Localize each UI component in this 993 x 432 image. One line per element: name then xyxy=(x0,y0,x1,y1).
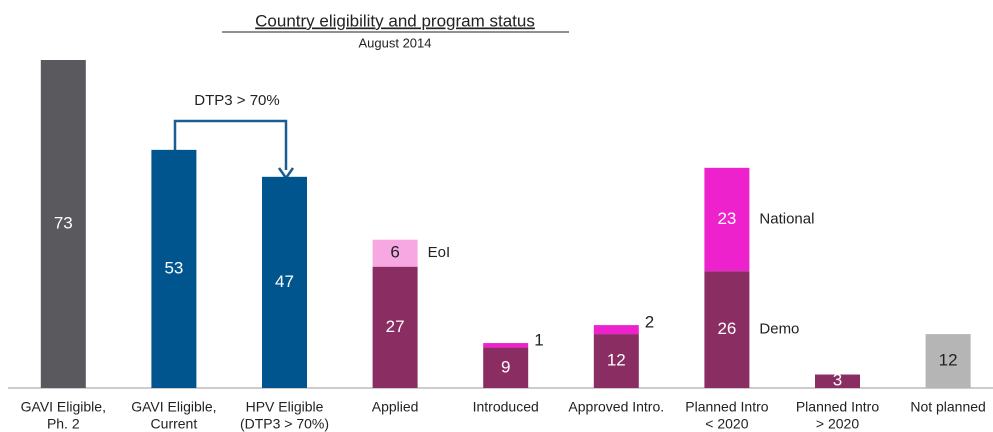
value-label: 27 xyxy=(386,317,405,336)
value-label: 53 xyxy=(164,258,183,277)
bar-segment xyxy=(704,167,750,272)
x-tick-label: Approved Intro. xyxy=(568,399,664,415)
bar-segment xyxy=(483,347,529,388)
bar-segment xyxy=(262,176,307,388)
annotation: DTP3 > 70% xyxy=(194,92,279,109)
x-tick-label: Planned Intro xyxy=(796,399,879,415)
segment-label: Demo xyxy=(759,321,799,338)
x-tick-label: GAVI Eligible, xyxy=(21,399,106,415)
segment-label: EoI xyxy=(428,244,451,261)
value-label: 1 xyxy=(534,331,543,350)
value-label: 23 xyxy=(717,209,736,228)
bar-segment xyxy=(151,149,197,388)
x-tick-label: > 2020 xyxy=(816,416,859,432)
value-label: 26 xyxy=(717,319,736,338)
x-tick-label: Ph. 2 xyxy=(47,416,80,432)
value-label: 9 xyxy=(501,357,510,376)
x-tick-label: Not planned xyxy=(910,399,986,415)
x-tick-label: Applied xyxy=(372,399,419,415)
value-label: 73 xyxy=(54,213,73,232)
bar-segment xyxy=(372,266,418,388)
bar-segment xyxy=(593,334,639,388)
value-label: 12 xyxy=(939,351,958,370)
value-label: 47 xyxy=(275,272,294,291)
bar-segment xyxy=(483,343,529,348)
x-tick-label: < 2020 xyxy=(705,416,748,432)
bar-segment xyxy=(704,271,750,388)
value-label: 2 xyxy=(645,313,654,332)
x-tick-label: Current xyxy=(151,416,198,432)
value-label: 6 xyxy=(390,243,399,262)
value-label: 12 xyxy=(607,351,626,370)
bar-segment xyxy=(815,374,860,388)
segment-label: National xyxy=(759,210,814,227)
bar-segment xyxy=(40,60,86,388)
chart-subtitle: August 2014 xyxy=(358,35,431,50)
bar-segment xyxy=(593,325,639,335)
x-tick-label: (DTP3 > 70%) xyxy=(240,416,329,432)
bar-segment xyxy=(372,239,418,267)
x-tick-label: Planned Intro xyxy=(685,399,768,415)
value-label: 3 xyxy=(833,371,842,390)
x-tick-label: GAVI Eligible, xyxy=(131,399,216,415)
x-tick-label: HPV Eligible xyxy=(246,399,324,415)
x-tick-label: Introduced xyxy=(473,399,539,415)
chart-title: Country eligibility and program status xyxy=(255,11,535,30)
annotation-arrow xyxy=(173,119,288,170)
bar-segment xyxy=(925,334,971,388)
